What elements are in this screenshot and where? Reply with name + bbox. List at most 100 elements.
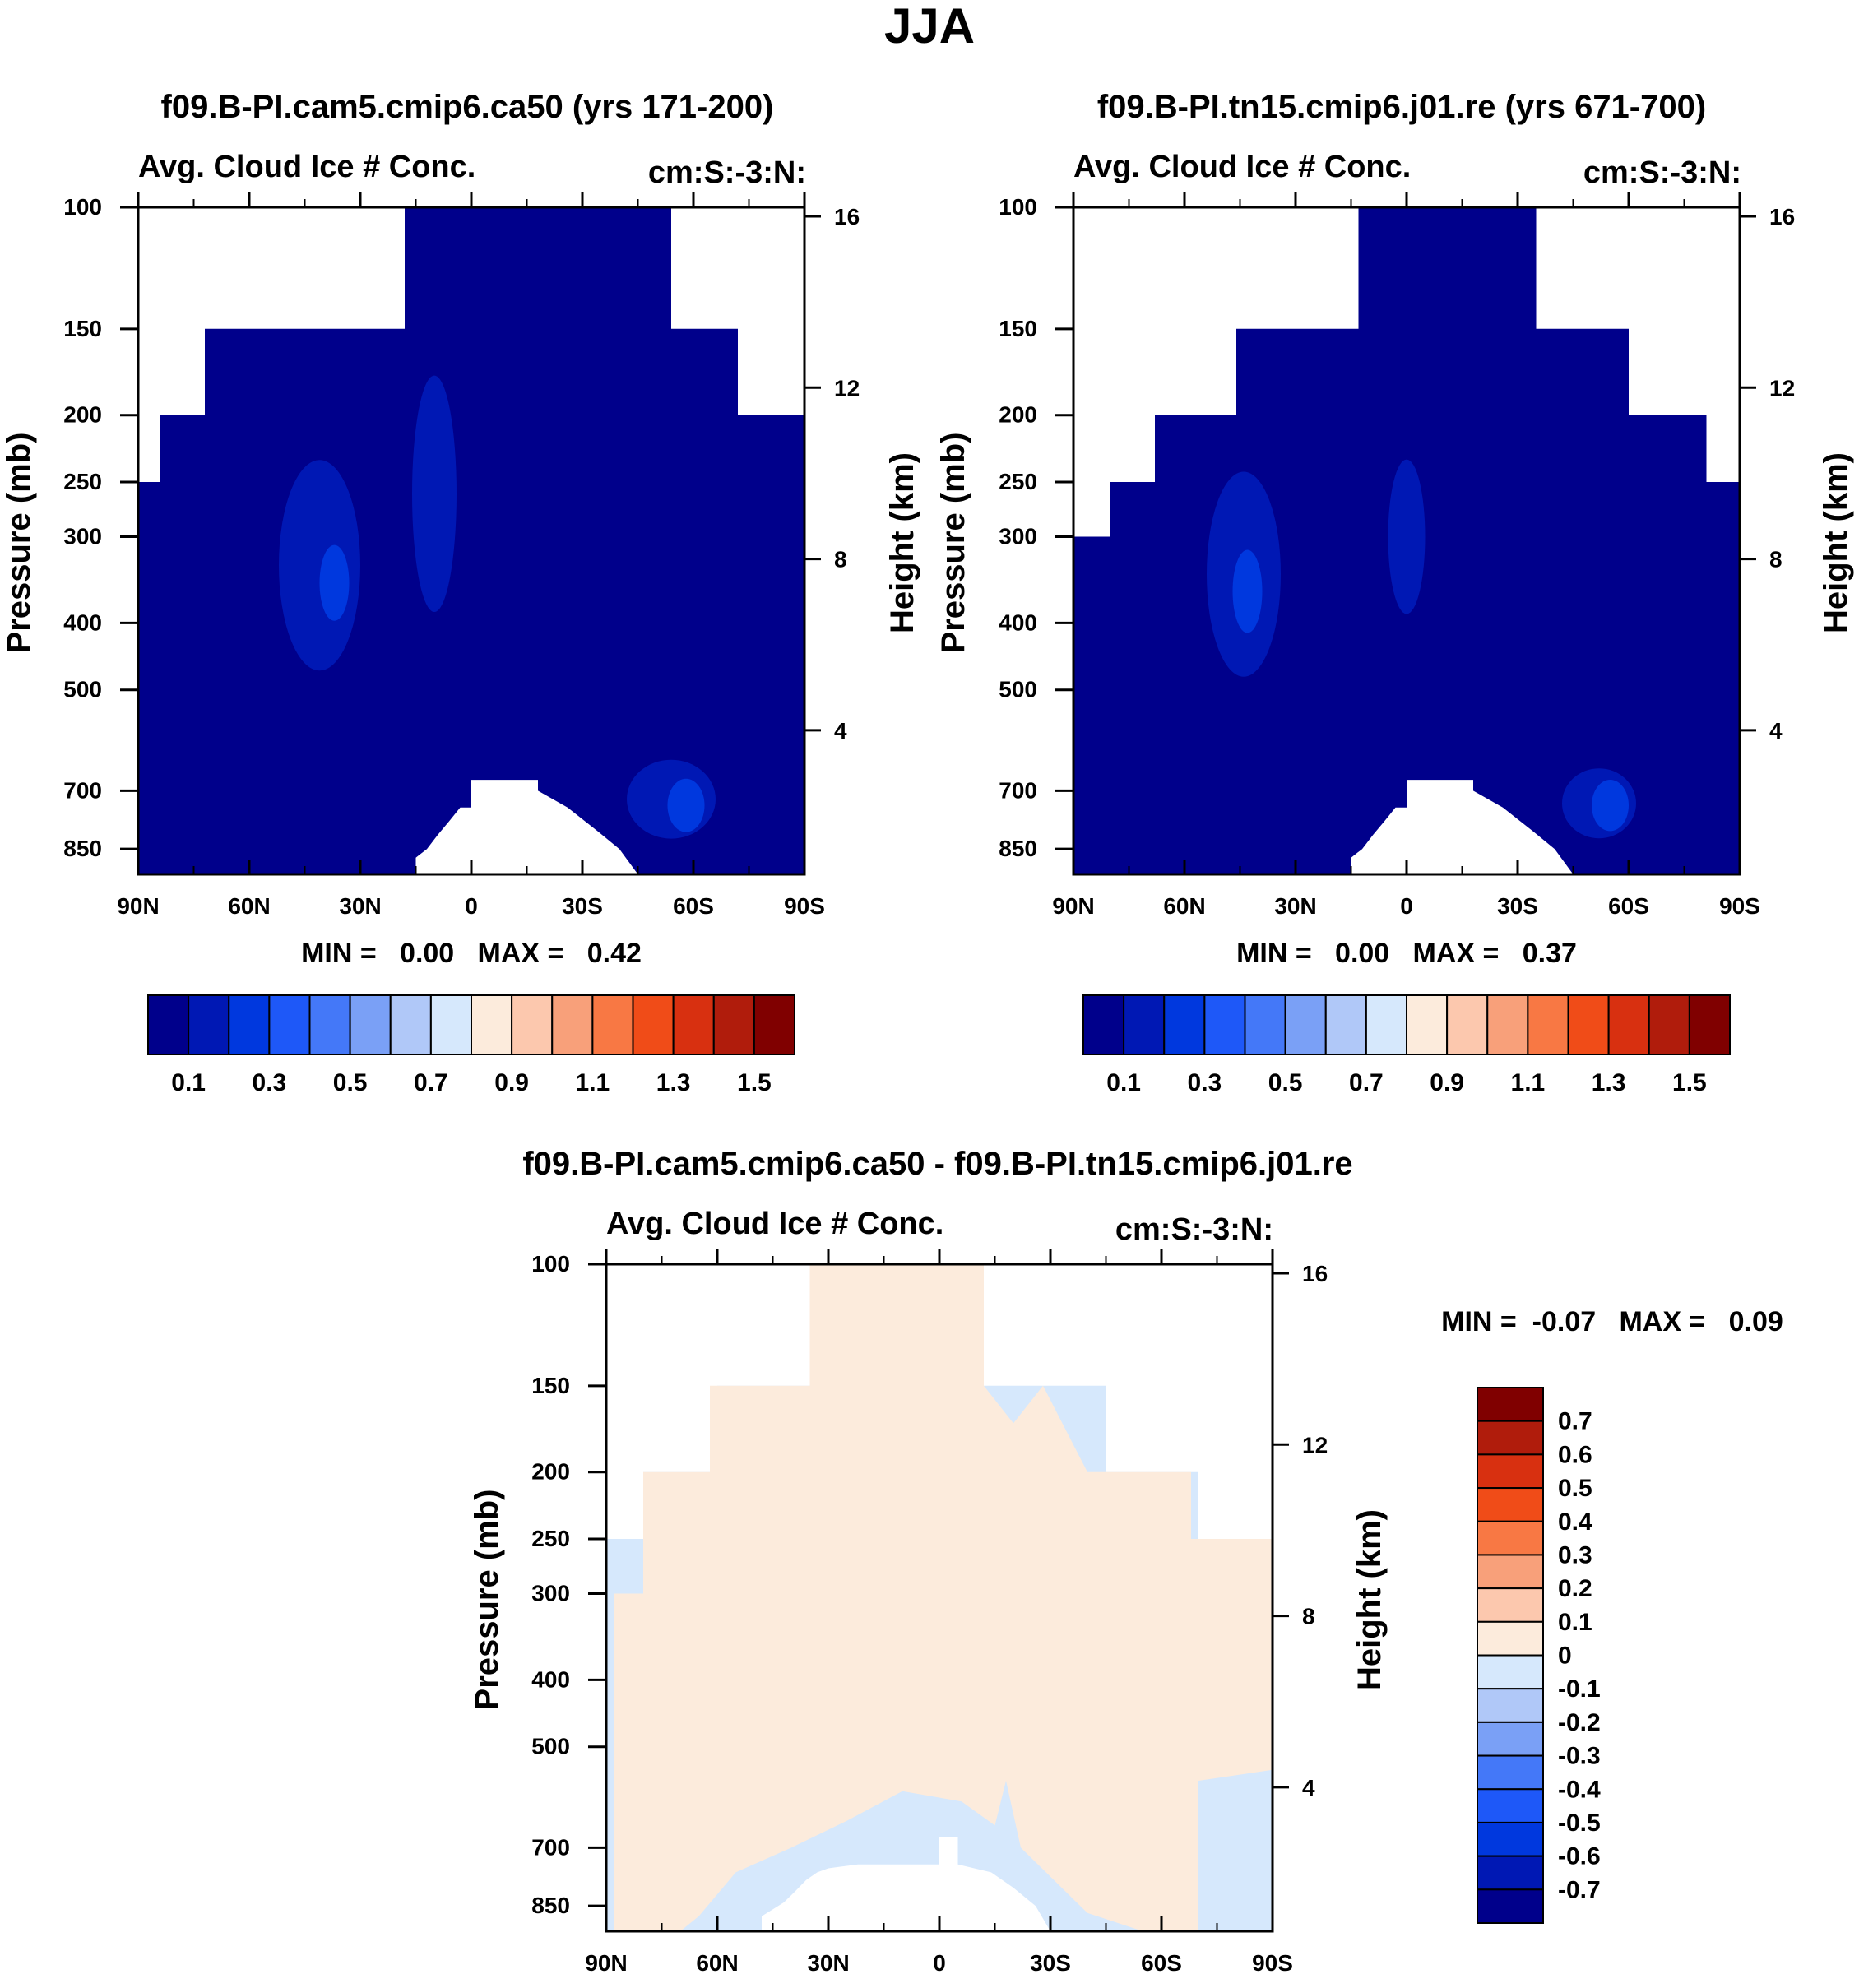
colorbar-box [1203, 994, 1246, 1055]
colorbar-box [1607, 994, 1650, 1055]
diff-subtitle-left: Avg. Cloud Ice # Conc. [606, 1207, 943, 1241]
contour-blob [667, 778, 705, 832]
colorbar-box [1477, 1520, 1544, 1556]
case2-ylabel: Pressure (mb) [935, 433, 971, 654]
contour-blob [1232, 549, 1263, 633]
diff-plot-area: 90N 60N 30N 0 30S 60S 90S 100 150 200 250 300 400 500… [531, 1249, 1328, 1976]
case2-min-max: MIN = 0.00 MAX = 0.37 [1236, 938, 1577, 969]
colorbar-box [1477, 1620, 1544, 1657]
y-tick-label: 200 [63, 402, 102, 428]
x-tick-label: 30N [807, 1950, 849, 1976]
case1-title: f09.B-PI.cam5.cmip6.ca50 (yrs 171-200) [161, 89, 774, 125]
contour-blob [412, 375, 457, 613]
colorbar-box [268, 994, 311, 1055]
x-tick-label: 60S [1608, 893, 1649, 919]
colorbar-box [1648, 994, 1690, 1055]
colorbar-label: 0.2 [1558, 1575, 1592, 1602]
colorbar-box [1477, 1855, 1544, 1891]
x-tick-label: 60S [673, 893, 714, 919]
colorbar-box [1477, 1888, 1544, 1924]
case2-subtitle-left: Avg. Cloud Ice # Conc. [1073, 150, 1411, 184]
colorbar-label: 0.6 [1558, 1441, 1592, 1468]
y-tick-label: 250 [999, 469, 1037, 494]
case1-min-max: MIN = 0.00 MAX = 0.42 [301, 938, 642, 969]
colorbar-box [389, 994, 432, 1055]
x-tick-label: 60N [1163, 893, 1205, 919]
y-tick-label: 200 [999, 402, 1037, 428]
colorbar-box [308, 994, 351, 1055]
colorbar-box [1477, 1420, 1544, 1456]
y-tick-label: 300 [63, 524, 102, 549]
y-tick-label: 150 [531, 1373, 570, 1398]
colorbar-box [1477, 1453, 1544, 1490]
case1-subtitle-right: cm:S:-3:N: [648, 155, 806, 190]
x-tick-label: 60N [696, 1950, 738, 1976]
x-tick-label: 90N [585, 1950, 627, 1976]
x-tick-label: 90S [784, 893, 825, 919]
x-tick-label: 90S [1719, 893, 1760, 919]
case1-ylabel: Pressure (mb) [1, 433, 37, 654]
colorbar-label: 0.1 [171, 1069, 206, 1096]
y-tick-label: 200 [531, 1459, 570, 1485]
colorbar-box [1284, 994, 1327, 1055]
colorbar-box [1477, 1821, 1544, 1857]
case2-plot-area: 90N 60N 30N 0 30S 60S 90S 100 150 200 250 300 400 500… [999, 192, 1795, 919]
panel-case2: f09.B-PI.tn15.cmip6.j01.re (yrs 671-700)… [935, 89, 1854, 1096]
missing-top-mask [1073, 207, 1740, 537]
colorbar-box [1446, 994, 1489, 1055]
x-tick-label: 60N [228, 893, 270, 919]
colorbar-box [1163, 994, 1206, 1055]
field-layer [606, 1264, 1273, 1931]
colorbar-label: -0.4 [1558, 1776, 1601, 1803]
case1-subtitle-left: Avg. Cloud Ice # Conc. [138, 150, 475, 184]
colorbar-box [1324, 994, 1367, 1055]
y-tick-label: 700 [999, 777, 1037, 803]
colorbar-box [1365, 994, 1407, 1055]
y2-tick-label: 8 [1769, 547, 1783, 572]
terrain-mask [1351, 780, 1574, 874]
x-tick-label: 90S [1252, 1950, 1293, 1976]
colorbar-box [429, 994, 472, 1055]
colorbar-label: 0.1 [1106, 1069, 1141, 1096]
colorbar-box [511, 994, 554, 1055]
y-tick-label: 850 [531, 1893, 570, 1918]
x-tick-label: 60S [1141, 1950, 1182, 1976]
y2-tick-label: 12 [1769, 375, 1795, 401]
x-tick-label: 90N [1052, 893, 1094, 919]
y-tick-label: 300 [531, 1581, 570, 1606]
colorbar-label: 0.7 [414, 1069, 448, 1096]
y2-tick-label: 4 [1769, 718, 1783, 744]
diff-colorbar: 0.7 0.6 0.5 0.4 0.3 0.2 0.1 0 -0.1 -0.2 -0.3 -0.4 -0… [1477, 1387, 1601, 1924]
colorbar-label: -0.7 [1558, 1876, 1601, 1903]
colorbar-label: -0.2 [1558, 1709, 1601, 1736]
missing-top-mask [138, 207, 804, 482]
diff-y2label: Height (km) [1351, 1509, 1388, 1690]
colorbar-box [1567, 994, 1610, 1055]
colorbar-box [712, 994, 755, 1055]
colorbar-label: 0.7 [1349, 1069, 1384, 1096]
colorbar-box [228, 994, 271, 1055]
x-tick-label: 30S [1030, 1950, 1071, 1976]
y-tick-label: 400 [531, 1666, 570, 1692]
colorbar-label: -0.5 [1558, 1810, 1601, 1837]
diff-ylabel: Pressure (mb) [469, 1490, 505, 1711]
y-tick-label: 500 [999, 677, 1037, 702]
field-layer [1073, 207, 1740, 874]
y-tick-label: 500 [531, 1734, 570, 1759]
x-tick-label: 30S [1497, 893, 1538, 919]
colorbar-label: 0.5 [1558, 1475, 1592, 1502]
colorbar-label: 0.5 [333, 1069, 368, 1096]
colorbar-box [471, 994, 513, 1055]
colorbar-box [1477, 1387, 1544, 1422]
colorbar-box [672, 994, 715, 1055]
colorbar-box [147, 994, 190, 1055]
colorbar-label: 1.3 [1592, 1069, 1626, 1096]
colorbar-label: 1.1 [1511, 1069, 1546, 1096]
colorbar-box [1477, 1688, 1544, 1723]
colorbar-box [349, 994, 392, 1055]
colorbar-box [1477, 1788, 1544, 1823]
y-tick-label: 700 [63, 777, 102, 803]
colorbar-label: 0.4 [1558, 1508, 1592, 1536]
colorbar-box [551, 994, 594, 1055]
